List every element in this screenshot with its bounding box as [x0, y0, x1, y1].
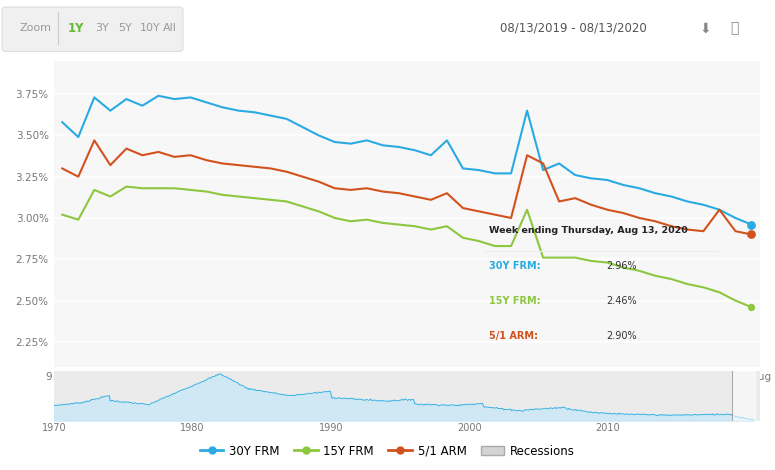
Text: 1Y: 1Y — [68, 22, 84, 35]
Text: 10Y: 10Y — [140, 23, 160, 33]
Text: 08/13/2019 - 08/13/2020: 08/13/2019 - 08/13/2020 — [500, 22, 647, 35]
Point — [746, 231, 758, 238]
Bar — [732, 371, 756, 421]
Text: Zoom: Zoom — [20, 23, 52, 33]
Text: 3Y: 3Y — [95, 23, 109, 33]
Text: All: All — [163, 23, 177, 33]
Text: ⬇: ⬇ — [700, 21, 711, 35]
Text: 5Y: 5Y — [118, 23, 132, 33]
Point — [746, 304, 758, 311]
Legend: 30Y FRM, 15Y FRM, 5/1 ARM, Recessions: 30Y FRM, 15Y FRM, 5/1 ARM, Recessions — [195, 440, 580, 462]
FancyBboxPatch shape — [2, 7, 183, 51]
Text: 🖨: 🖨 — [730, 21, 739, 35]
Point — [746, 221, 758, 228]
